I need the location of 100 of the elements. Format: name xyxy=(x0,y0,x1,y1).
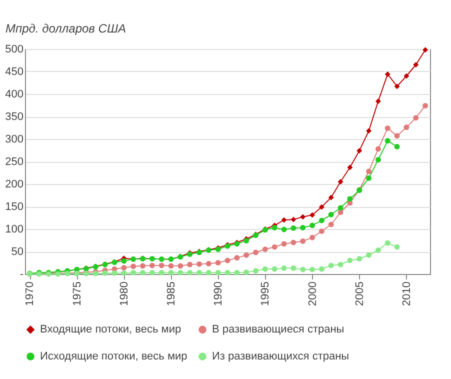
point xyxy=(310,212,316,218)
point xyxy=(356,148,362,154)
point xyxy=(394,244,400,250)
point xyxy=(215,260,221,266)
point xyxy=(366,175,372,181)
point xyxy=(318,266,324,272)
point xyxy=(253,250,258,256)
x-tick-label: 1975 xyxy=(71,282,84,306)
point xyxy=(149,270,155,276)
y-tick-label: 150 xyxy=(5,201,24,213)
y-tick-label: 450 xyxy=(5,66,24,78)
point xyxy=(375,146,381,152)
point xyxy=(140,263,146,269)
y-tick-label: - xyxy=(20,268,24,280)
legend-label: Исходящие потоки, весь мир xyxy=(40,350,188,362)
x-tick-label: 1995 xyxy=(260,282,272,306)
point xyxy=(310,222,316,228)
point xyxy=(366,128,372,134)
point xyxy=(290,225,296,231)
point xyxy=(404,124,410,130)
point xyxy=(187,270,193,276)
x-tick-label: 2005 xyxy=(354,282,366,306)
point xyxy=(300,238,306,244)
point xyxy=(384,240,390,246)
legend-label: Из развивающихся страны xyxy=(212,350,350,362)
point xyxy=(112,270,118,276)
x-tick-label: 2000 xyxy=(306,282,319,306)
point xyxy=(375,98,381,104)
point xyxy=(375,247,381,253)
point xyxy=(375,156,381,162)
y-tick-label: 100 xyxy=(5,224,24,236)
point xyxy=(384,138,390,144)
point xyxy=(206,270,212,276)
point xyxy=(178,270,184,276)
point xyxy=(338,179,344,184)
y-tick-label: 500 xyxy=(5,44,24,56)
point xyxy=(130,270,136,276)
point xyxy=(158,262,164,268)
point xyxy=(328,212,334,218)
point xyxy=(272,244,278,250)
point xyxy=(338,262,344,268)
point xyxy=(413,115,419,121)
point xyxy=(244,252,250,258)
point xyxy=(318,218,324,224)
point xyxy=(234,255,240,261)
point xyxy=(290,240,296,246)
point xyxy=(196,261,202,267)
x-tick-label: 1985 xyxy=(165,282,178,306)
y-tick-label: 200 xyxy=(5,178,24,190)
point xyxy=(318,204,324,210)
point xyxy=(168,270,174,276)
point xyxy=(347,196,353,202)
point xyxy=(224,270,230,276)
y-tick-label: 300 xyxy=(5,134,24,146)
point xyxy=(253,268,258,274)
point xyxy=(366,252,372,258)
point xyxy=(178,263,184,269)
point xyxy=(102,270,108,276)
point xyxy=(290,216,296,222)
point xyxy=(310,234,316,240)
point xyxy=(121,264,127,270)
point xyxy=(196,270,202,276)
point xyxy=(187,262,193,268)
point xyxy=(244,269,250,275)
point xyxy=(300,224,306,230)
point xyxy=(413,62,419,68)
point xyxy=(300,214,306,220)
point xyxy=(394,133,400,139)
y-tick-label: 50 xyxy=(11,246,24,258)
x-tick-label: 1990 xyxy=(212,282,225,306)
point xyxy=(281,241,287,247)
point xyxy=(215,270,221,276)
point xyxy=(300,266,306,272)
point xyxy=(121,270,127,276)
legend-label: Входящие потоки, весь мир xyxy=(40,324,182,336)
point xyxy=(281,265,287,271)
x-tick-label: 2010 xyxy=(400,282,413,306)
x-tick-label: 1980 xyxy=(118,282,130,306)
y-tick-label: 250 xyxy=(5,156,24,168)
point xyxy=(318,228,324,234)
point xyxy=(281,226,287,232)
point xyxy=(384,125,390,131)
point xyxy=(130,264,136,270)
y-axis-title: Мпрд. долларов США xyxy=(6,22,126,36)
point xyxy=(168,263,174,269)
point xyxy=(290,265,296,271)
y-tick-label: 400 xyxy=(5,88,24,100)
point xyxy=(404,73,410,79)
point xyxy=(384,71,390,77)
point xyxy=(158,270,164,276)
point xyxy=(347,164,353,170)
y-tick-label: 350 xyxy=(5,111,24,123)
point xyxy=(328,194,334,200)
point xyxy=(328,262,334,268)
point xyxy=(140,270,146,276)
point xyxy=(149,262,155,268)
point xyxy=(121,258,127,264)
point xyxy=(234,270,240,276)
point xyxy=(328,222,334,228)
point xyxy=(347,258,353,264)
